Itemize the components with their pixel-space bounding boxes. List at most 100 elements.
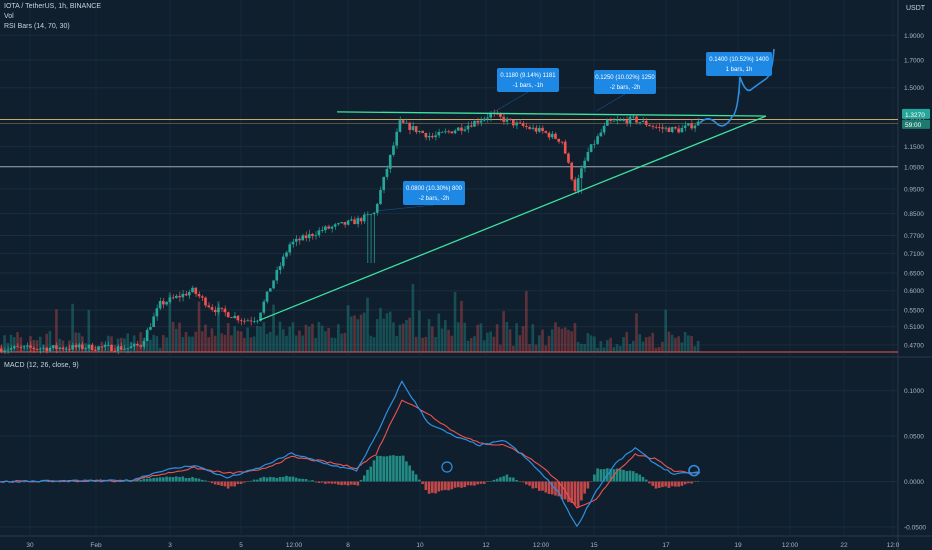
candle-body <box>106 344 110 346</box>
volume-bar <box>340 333 343 352</box>
macd-histogram-bar <box>162 477 165 482</box>
volume-bar <box>249 337 253 352</box>
volume-bar <box>197 301 201 352</box>
candle-body <box>476 120 480 123</box>
callout-line-2: -2 bars, -2h <box>610 85 641 91</box>
volume-bar <box>583 344 586 352</box>
volume-bar <box>369 335 373 352</box>
time-tick-label: Feb <box>90 542 102 549</box>
candle-body <box>77 344 81 348</box>
candle-body <box>93 350 97 351</box>
macd-histogram-bar <box>22 481 26 483</box>
candle-body <box>12 346 16 349</box>
candle-body <box>628 116 632 124</box>
macd-histogram-bar <box>447 481 450 491</box>
volume-bar <box>213 335 217 352</box>
volume-bar <box>149 339 152 352</box>
macd-histogram-bar <box>340 481 343 486</box>
candle-body <box>330 226 334 229</box>
macd-histogram-bar <box>414 474 418 482</box>
time-tick-label: 12:00 <box>533 542 550 549</box>
volume-bar <box>453 291 457 352</box>
callout-leader <box>596 93 626 112</box>
candle-body <box>674 127 677 129</box>
price-tick-label: 0.4700 <box>904 342 924 349</box>
macd-histogram-bar <box>463 481 467 488</box>
candle-body <box>126 348 130 350</box>
candle-body <box>563 141 567 154</box>
macd-histogram-bar <box>142 478 146 482</box>
macd-histogram-bar <box>547 481 551 494</box>
macd-histogram-bar <box>622 469 625 482</box>
price-tick-label: 0.8500 <box>904 211 924 218</box>
macd-histogram-bar <box>223 481 227 487</box>
volume-bar <box>298 330 301 352</box>
macd-histogram-bar <box>285 475 288 482</box>
volume-bar <box>307 326 311 352</box>
volume-bar <box>58 338 61 352</box>
macd-histogram-bar <box>317 481 321 483</box>
macd-tick-label: -0.0500 <box>904 524 926 531</box>
candle-body <box>418 131 421 133</box>
volume-bar <box>683 331 687 352</box>
candle-body <box>162 301 165 305</box>
macd-histogram-bar <box>168 476 172 482</box>
candle-body <box>236 315 240 321</box>
macd-histogram-bar <box>537 481 541 491</box>
macd-histogram-bar <box>469 481 473 486</box>
candle-body <box>243 320 246 322</box>
volume-bar <box>311 323 314 352</box>
macd-histogram-bar <box>482 481 486 484</box>
macd-indicator-label[interactable]: MACD (12, 26, close, 9) <box>4 362 79 369</box>
volume-bar <box>200 331 204 352</box>
candle-body <box>25 345 29 347</box>
macd-histogram-bar <box>677 481 680 487</box>
volume-bar <box>243 337 246 352</box>
candle-body <box>405 122 408 124</box>
volume-bar <box>48 331 52 352</box>
candle-body <box>233 315 236 318</box>
ascending-trendline <box>259 115 767 321</box>
volume-bar <box>421 337 424 352</box>
candle-body <box>129 346 133 349</box>
macd-histogram-bar <box>544 481 548 493</box>
volume-bar <box>473 336 476 352</box>
candle-body <box>437 131 441 136</box>
macd-histogram-bar <box>113 481 117 483</box>
macd-histogram-bar <box>648 481 651 484</box>
candle-body <box>288 244 292 253</box>
volume-indicator-label[interactable]: Vol <box>4 13 14 20</box>
volume-bar <box>226 323 230 352</box>
volume-bar <box>405 320 408 352</box>
candle-body <box>567 153 570 163</box>
price-tick-label: 1.1500 <box>904 144 924 151</box>
candle-body <box>580 168 583 179</box>
macd-histogram-bar <box>87 481 91 482</box>
candle-body <box>680 127 684 133</box>
rsi-indicator-label[interactable]: RSI Bars (14, 70, 30) <box>4 23 70 30</box>
candle-body <box>145 329 149 342</box>
macd-histogram-bar <box>288 476 292 482</box>
symbol-title[interactable]: IOTA / TetherUS, 1h, BINANCE <box>4 3 101 10</box>
volume-bar <box>162 335 165 352</box>
candle-body <box>693 125 697 129</box>
volume-bar <box>32 340 36 352</box>
volume-bar <box>570 331 574 352</box>
macd-histogram-bar <box>443 481 447 490</box>
volume-bar <box>602 347 606 352</box>
currency-label: USDT <box>906 5 926 12</box>
volume-bar <box>664 309 667 352</box>
volume-bar <box>217 301 220 352</box>
macd-histogram-bar <box>256 479 259 482</box>
countdown-text: 59:00 <box>905 122 922 129</box>
candle-body <box>90 344 94 351</box>
volume-bar <box>275 335 279 352</box>
volume-bar <box>220 333 224 352</box>
candle-body <box>256 320 259 322</box>
macd-histogram-bar <box>220 481 224 486</box>
macd-histogram-bar <box>385 456 389 482</box>
macd-histogram-bar <box>450 481 454 490</box>
measure-callout <box>497 68 559 92</box>
candle-body <box>298 238 301 241</box>
